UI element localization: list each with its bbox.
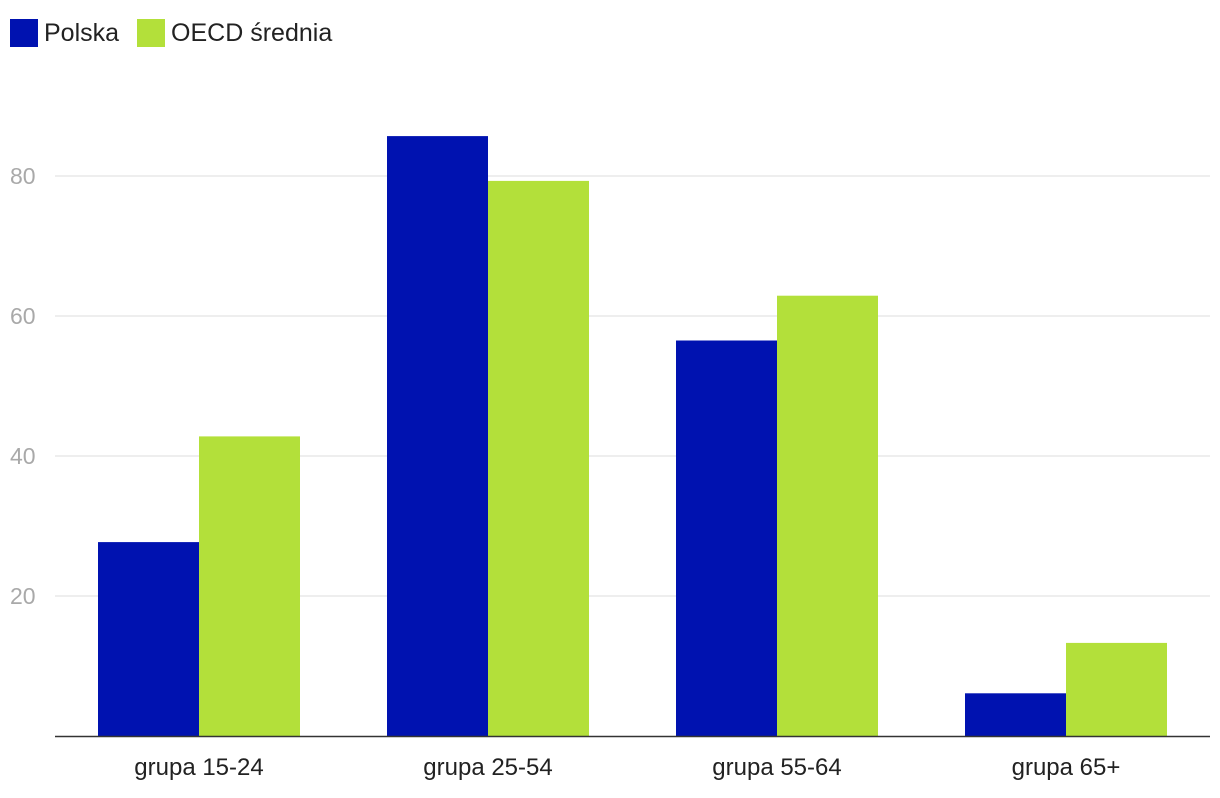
- legend-swatch-oecd: [137, 19, 166, 47]
- legend-label-polska: Polska: [44, 18, 120, 47]
- x-tick-label-1: grupa 25-54: [423, 754, 552, 781]
- legend: Polska OECD średnia: [10, 18, 332, 48]
- bar-polska-1: [387, 136, 488, 737]
- legend-label-oecd: OECD średnia: [171, 18, 333, 47]
- bar-polska-0: [98, 542, 199, 736]
- x-tick-label-0: grupa 15-24: [134, 754, 263, 781]
- bars: [98, 136, 1167, 737]
- bar-polska-2: [676, 340, 777, 736]
- y-tick-label-20: 20: [10, 583, 36, 609]
- legend-item-polska: Polska: [10, 19, 119, 48]
- bar-oecd-3: [1066, 642, 1167, 736]
- legend-item-oecd: OECD średnia: [137, 19, 332, 48]
- bar-polska-3: [965, 693, 1066, 736]
- bar-oecd-2: [777, 295, 878, 736]
- x-tick-label-3: grupa 65+: [1012, 754, 1121, 781]
- legend-swatch-polska: [10, 19, 38, 47]
- x-axis-labels: grupa 15-24 grupa 25-54 grupa 55-64 grupa 6…: [134, 754, 1120, 781]
- y-tick-label-40: 40: [10, 443, 36, 469]
- y-tick-label-60: 60: [10, 303, 36, 329]
- y-tick-label-80: 80: [10, 163, 36, 189]
- y-axis-ticks: 20 40 60 80: [10, 163, 36, 609]
- bar-oecd-1: [488, 180, 589, 736]
- bar-oecd-0: [199, 436, 300, 736]
- x-tick-label-2: grupa 55-64: [712, 754, 841, 781]
